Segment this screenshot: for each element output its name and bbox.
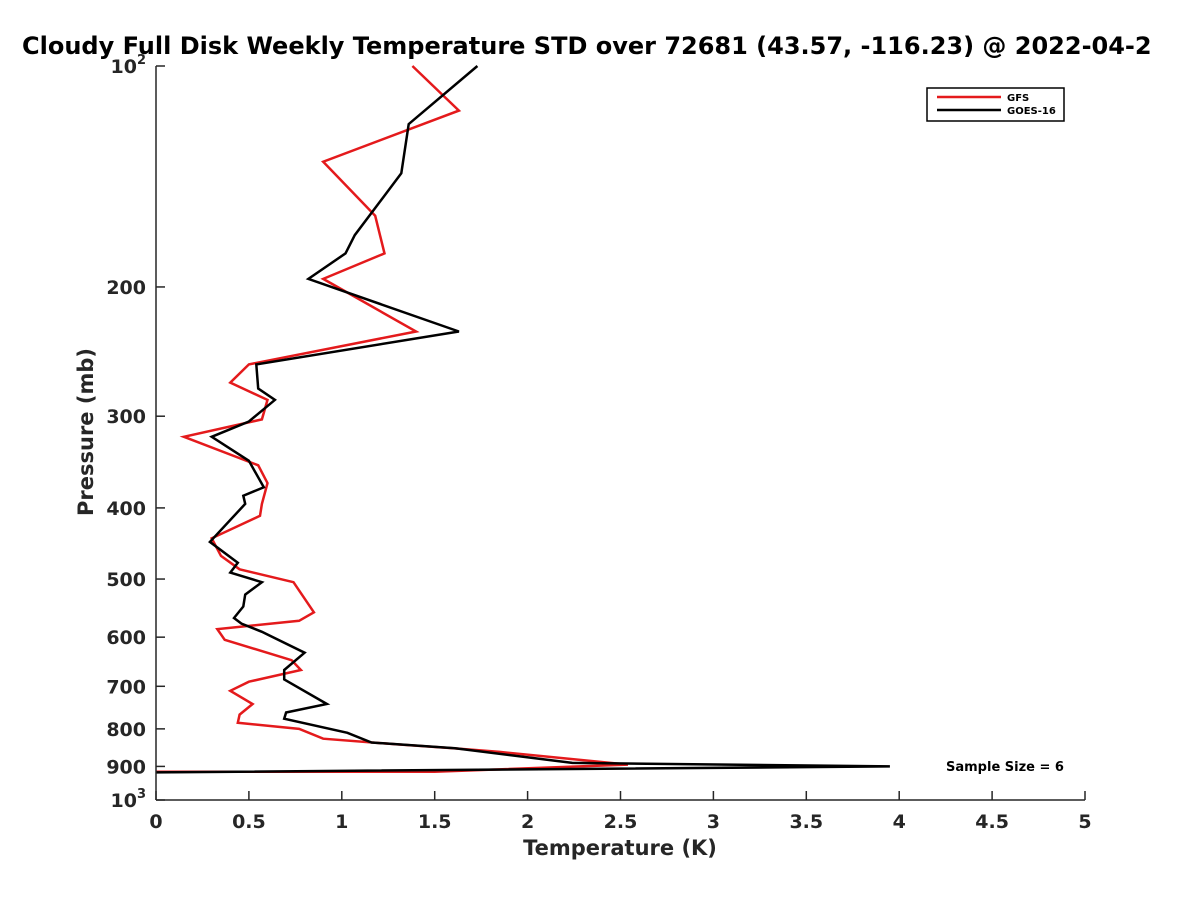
y-axis-label: Pressure (mb) <box>74 348 98 516</box>
series-line-goes-16 <box>155 65 890 774</box>
chart-title: Cloudy Full Disk Weekly Temperature STD … <box>22 32 1152 60</box>
legend-label-goes-16: GOES-16 <box>1007 106 1056 117</box>
x-tick-label: 1.5 <box>418 811 452 833</box>
y-tick-label: 500 <box>106 569 146 591</box>
y-tick-label: 400 <box>106 498 146 520</box>
x-tick-label: 4 <box>893 811 906 833</box>
legend-label-gfs: GFS <box>1007 93 1029 104</box>
y-tick-label: 103 <box>111 787 147 812</box>
x-tick-label: 2.5 <box>604 811 638 833</box>
y-tick-label: 800 <box>106 719 146 741</box>
y-tick-label: 700 <box>106 676 146 698</box>
y-axis-ticks: 102 200 300 400 500 600 700 800 900 103 <box>106 53 165 812</box>
x-tick-label: 2 <box>521 811 534 833</box>
y-tick-label: 900 <box>106 756 146 778</box>
x-tick-label: 0 <box>149 811 162 833</box>
x-tick-label: 4.5 <box>975 811 1009 833</box>
x-tick-label: 3 <box>707 811 720 833</box>
legend-box <box>926 87 1065 122</box>
legend: GFS GOES-16 <box>926 87 1065 122</box>
x-axis-label: Temperature (K) <box>523 836 717 860</box>
x-tick-label: 5 <box>1078 811 1091 833</box>
y-tick-label: 300 <box>106 406 146 428</box>
sample-size-annotation: Sample Size = 6 <box>946 760 1064 775</box>
y-tick-label: 200 <box>106 277 146 299</box>
x-tick-label: 0.5 <box>232 811 266 833</box>
x-tick-label: 1 <box>335 811 348 833</box>
series-line-gfs <box>156 65 629 773</box>
axes <box>155 66 1085 801</box>
y-tick-label: 102 <box>111 53 147 78</box>
x-axis-ticks: 0 0.5 1 1.5 2 2.5 3 3.5 4 4.5 5 <box>149 791 1092 833</box>
series-layer <box>155 65 890 774</box>
x-tick-label: 3.5 <box>789 811 823 833</box>
y-tick-label: 600 <box>106 627 146 649</box>
